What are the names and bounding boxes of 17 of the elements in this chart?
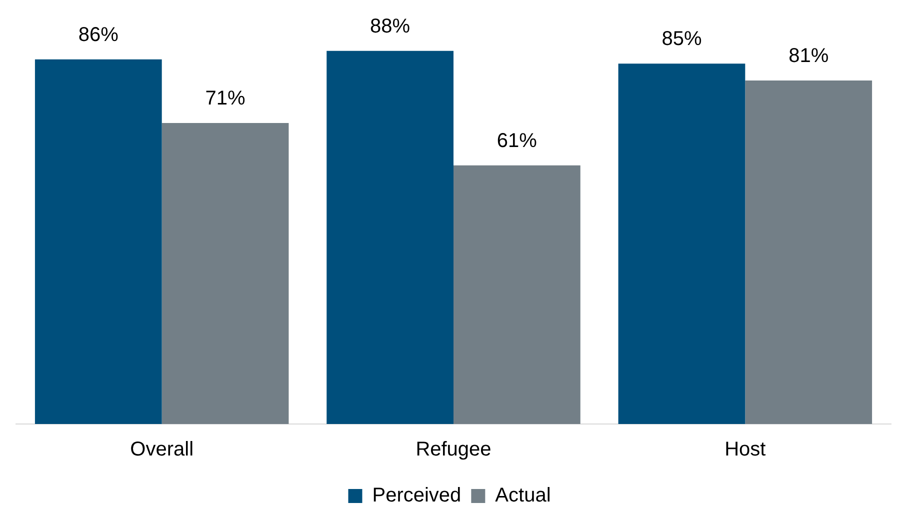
bar <box>162 122 289 424</box>
data-label: 85% <box>662 28 702 50</box>
data-label: 86% <box>78 24 119 46</box>
data-label: 71% <box>205 87 246 110</box>
bar <box>745 80 872 424</box>
x-tick-label: Refugee <box>416 438 492 461</box>
data-label: 88% <box>370 15 410 38</box>
bar <box>454 165 580 424</box>
x-tick-label: Host <box>724 438 766 461</box>
data-label: 61% <box>496 130 538 152</box>
legend-label: Actual <box>495 484 551 507</box>
bar <box>326 50 454 424</box>
x-tick-label: Overall <box>130 438 194 461</box>
data-label: 81% <box>788 45 829 68</box>
bar <box>618 64 746 424</box>
bar <box>34 59 162 424</box>
legend-label: Perceived <box>372 484 462 507</box>
